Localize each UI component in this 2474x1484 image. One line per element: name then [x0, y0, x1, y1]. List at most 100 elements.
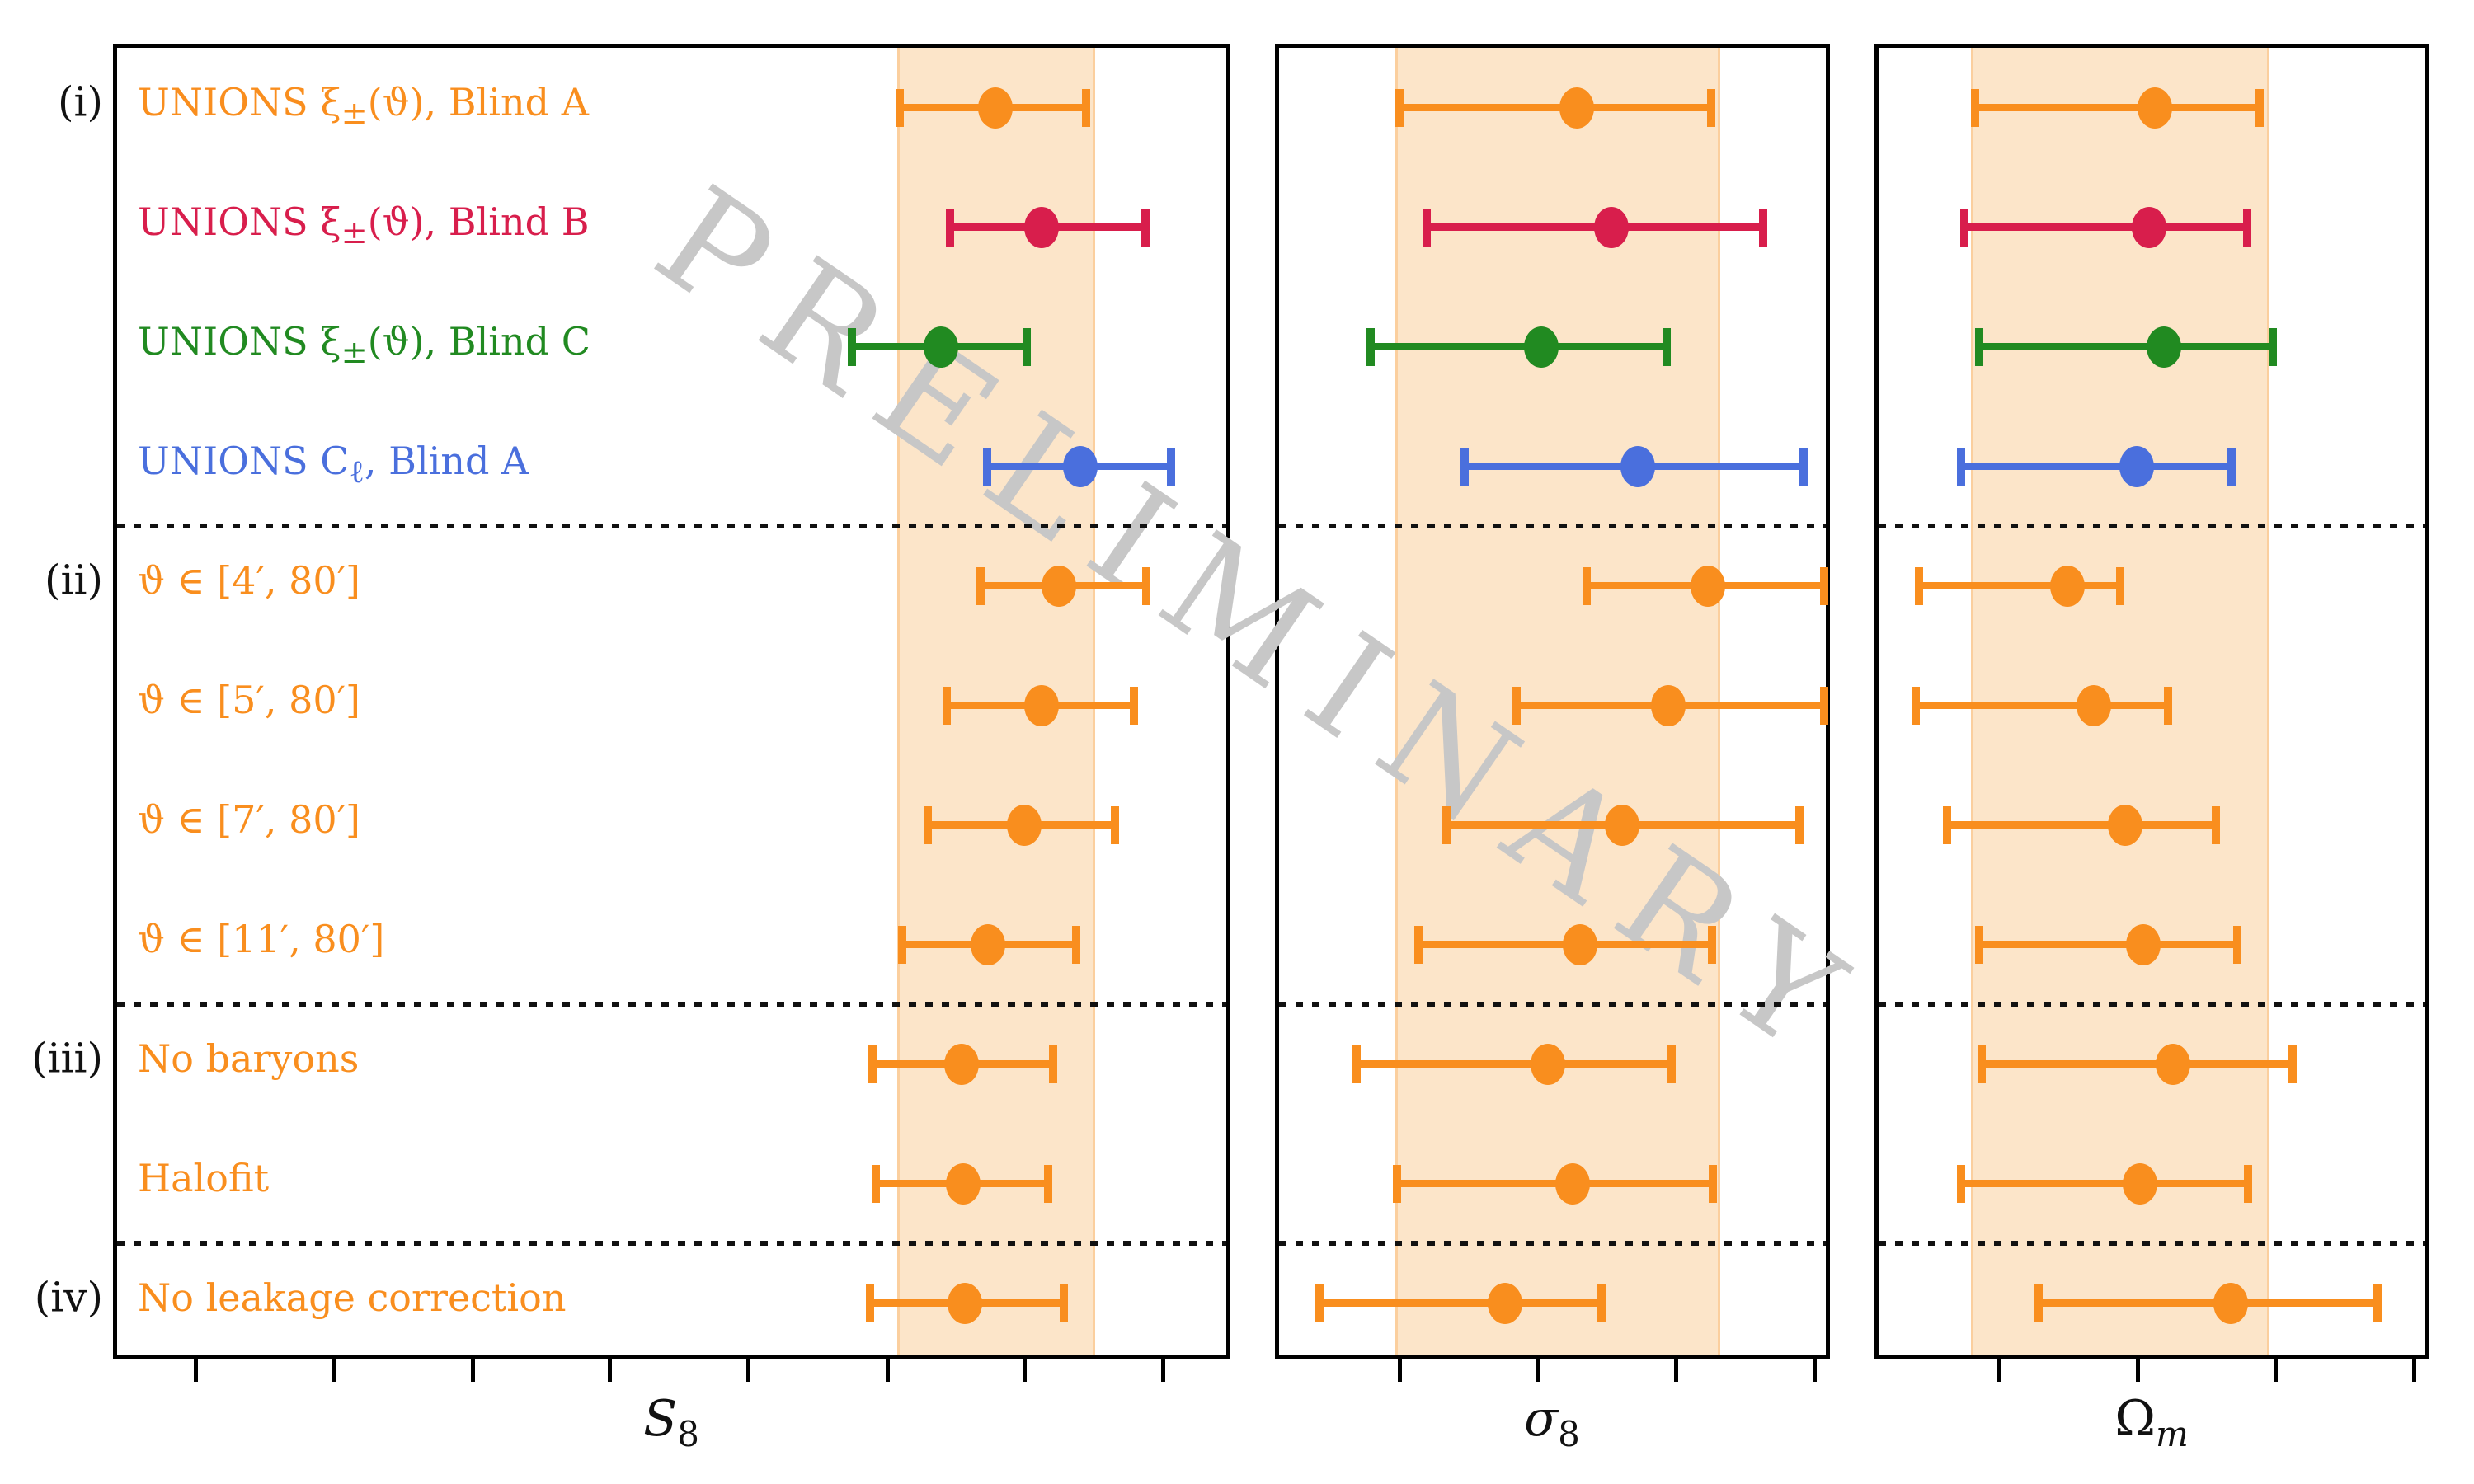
- x-axis-tick: [1997, 1359, 2001, 1382]
- point-marker: [945, 1162, 981, 1205]
- point-marker: [944, 1043, 980, 1085]
- errorbar-cap-left: [1442, 805, 1451, 844]
- point-marker: [923, 326, 958, 368]
- errorbar-cap-right: [1048, 1045, 1057, 1083]
- errorbar-row-8: [1414, 923, 1716, 965]
- point-marker: [1007, 804, 1042, 846]
- errorbar-cap-left: [848, 327, 857, 366]
- point-marker: [1650, 684, 1686, 726]
- x-axis-tick: [2411, 1359, 2416, 1382]
- errorbar-row-1: [896, 87, 1091, 129]
- point-marker: [1594, 206, 1630, 248]
- errorbar-cap-right: [1667, 1045, 1677, 1083]
- group-separator-line: [1879, 1241, 2425, 1246]
- point-marker: [1023, 206, 1059, 248]
- point-marker: [1487, 1282, 1522, 1324]
- errorbar-cap-left: [1956, 447, 1965, 486]
- errorbar-cap-left: [924, 805, 933, 844]
- fiducial-band: [1970, 48, 2269, 1355]
- group-separator-line: [117, 524, 1226, 528]
- x-axis-tick: [194, 1359, 199, 1382]
- panel-omegam: [1874, 44, 2429, 1359]
- point-marker: [1691, 565, 1726, 607]
- row-label-9: No baryons: [138, 1036, 360, 1081]
- row-label-3: UNIONS ξ±(ϑ), Blind C: [138, 318, 590, 371]
- errorbar-cap-left: [1423, 208, 1432, 247]
- errorbar-row-7: [1943, 804, 2220, 846]
- point-marker: [2049, 565, 2085, 607]
- errorbar-row-5: [1914, 565, 2125, 607]
- errorbar-cap-right: [2255, 88, 2265, 127]
- errorbar-cap-left: [898, 925, 907, 964]
- row-label-4: UNIONS Cℓ, Blind A: [138, 438, 529, 491]
- errorbar-cap-right: [1820, 566, 1829, 605]
- errorbar-cap-right: [1663, 327, 1672, 366]
- errorbar-cap-right: [2227, 447, 2236, 486]
- group-label-i: (i): [57, 77, 103, 126]
- errorbar-row-11: [2034, 1282, 2382, 1324]
- errorbar-cap-right: [1707, 925, 1716, 964]
- x-axis-tick: [470, 1359, 475, 1382]
- group-separator-line: [1879, 1002, 2425, 1007]
- errorbar-cap-right: [1060, 1284, 1069, 1322]
- errorbar-row-10: [871, 1162, 1053, 1205]
- point-marker: [2122, 1162, 2157, 1205]
- errorbar-cap-left: [1970, 88, 1979, 127]
- point-marker: [2138, 87, 2173, 129]
- point-marker: [1023, 684, 1059, 726]
- x-axis-label-omegam: Ωm: [2114, 1390, 2189, 1454]
- errorbar-cap-right: [1759, 208, 1768, 247]
- errorbar-cap-left: [946, 208, 955, 247]
- errorbar-row-5: [976, 565, 1151, 607]
- errorbar-row-9: [1977, 1043, 2297, 1085]
- row-label-1: UNIONS ξ±(ϑ), Blind A: [138, 79, 589, 132]
- x-axis-tick: [1674, 1359, 1679, 1382]
- group-separator-line: [1279, 1002, 1826, 1007]
- row-label-6: ϑ ∈ [5′, 80′]: [138, 677, 361, 722]
- errorbar-row-10: [1956, 1162, 2252, 1205]
- group-label-iv: (iv): [34, 1273, 103, 1322]
- point-marker: [2155, 1043, 2190, 1085]
- point-marker: [2146, 326, 2181, 368]
- errorbar-cap-right: [1141, 208, 1150, 247]
- errorbar-row-4: [1460, 445, 1808, 487]
- errorbar-row-11: [1315, 1282, 1606, 1324]
- point-marker: [1555, 1162, 1590, 1205]
- row-label-7: ϑ ∈ [7′, 80′]: [138, 796, 361, 842]
- errorbar-row-1: [1395, 87, 1715, 129]
- errorbar-row-3: [1366, 326, 1672, 368]
- x-axis-label-s8: S8: [643, 1390, 699, 1454]
- x-axis-tick: [1397, 1359, 1402, 1382]
- errorbar-row-10: [1392, 1162, 1717, 1205]
- errorbar-row-3: [1975, 326, 2278, 368]
- errorbar-cap-left: [1460, 447, 1470, 486]
- point-marker: [1063, 445, 1098, 487]
- errorbar-cap-right: [1072, 925, 1080, 964]
- errorbar-cap-right: [2116, 566, 2125, 605]
- errorbar-cap-left: [2034, 1284, 2044, 1322]
- group-label-iii: (iii): [31, 1034, 103, 1082]
- errorbar-cap-left: [1395, 88, 1404, 127]
- row-label-5: ϑ ∈ [4′, 80′]: [138, 557, 361, 603]
- x-axis-tick: [1812, 1359, 1817, 1382]
- x-axis-tick: [332, 1359, 336, 1382]
- group-label-ii: (ii): [45, 556, 103, 604]
- point-marker: [1562, 923, 1597, 965]
- errorbar-cap-right: [1044, 1164, 1053, 1203]
- errorbar-cap-left: [865, 1284, 874, 1322]
- errorbar-cap-right: [1706, 88, 1715, 127]
- group-separator-line: [117, 1241, 1226, 1246]
- x-axis-label-sigma8: σ8: [1524, 1390, 1580, 1454]
- errorbar-row-2: [946, 206, 1150, 248]
- errorbar-cap-left: [1583, 566, 1592, 605]
- errorbar-cap-left: [1956, 1164, 1965, 1203]
- errorbar-row-8: [1975, 923, 2242, 965]
- errorbar-row-5: [1583, 565, 1829, 607]
- errorbar-cap-right: [2288, 1045, 2297, 1083]
- errorbar-cap-left: [1914, 566, 1923, 605]
- errorbar-row-6: [943, 684, 1139, 726]
- errorbar-cap-left: [1911, 686, 1920, 725]
- errorbar-row-6: [1911, 684, 2172, 726]
- errorbar-cap-right: [1023, 327, 1032, 366]
